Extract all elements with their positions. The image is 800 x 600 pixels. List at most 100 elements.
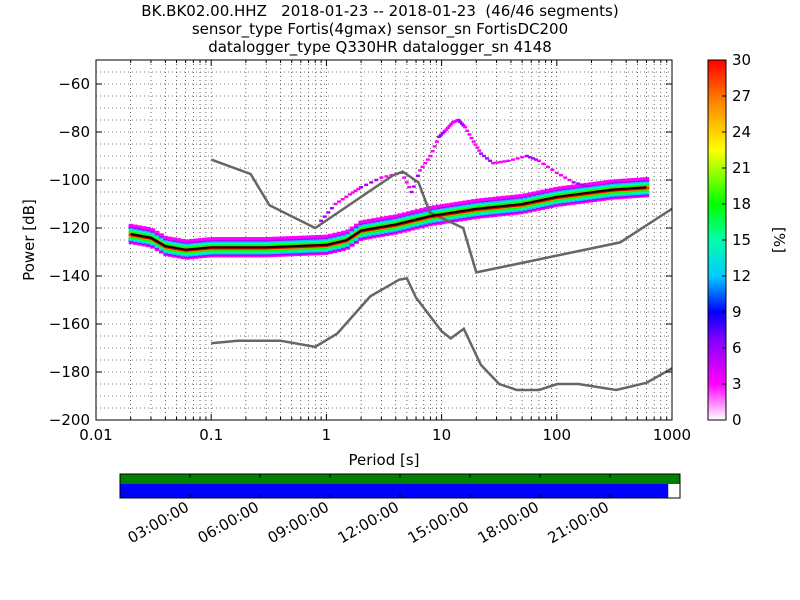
histogram-cell xyxy=(592,181,598,185)
histogram-cell xyxy=(536,190,541,194)
colorbar: 0 3 6 9 12 15 18 21 24 27 30 [%] xyxy=(707,51,788,429)
histogram-cell xyxy=(440,132,445,135)
histogram-cell xyxy=(554,171,559,174)
histogram-cell xyxy=(570,184,576,188)
mean-curve xyxy=(130,186,647,251)
histogram-cell xyxy=(254,237,260,241)
x-tick-label: 0.01 xyxy=(79,426,112,444)
histogram-cell xyxy=(444,128,449,131)
histogram-cell xyxy=(549,187,554,191)
histogram-cell xyxy=(609,179,615,183)
title-line-1: BK.BK02.00.HHZ 2018-01-23 -- 2018-01-23 … xyxy=(141,2,619,20)
timeline-tick-label: 12:00:00 xyxy=(335,498,402,547)
timeline-tick-label: 21:00:00 xyxy=(545,498,612,547)
histogram-cell xyxy=(380,216,385,220)
y-tick-label: −80 xyxy=(58,123,90,141)
histogram-cell xyxy=(430,150,435,153)
histogram-cell xyxy=(544,188,550,192)
histogram-cell xyxy=(467,133,472,136)
histogram-cell xyxy=(432,205,437,209)
noise-model-line xyxy=(210,158,672,274)
histogram-cell xyxy=(176,238,182,242)
histogram-cell xyxy=(341,230,346,234)
histogram-cell xyxy=(423,207,429,211)
histogram-cell xyxy=(319,234,325,238)
timeline-tick-label: 15:00:00 xyxy=(405,498,472,547)
colorbar-tick-label: 15 xyxy=(732,231,751,249)
histogram-cell xyxy=(414,209,420,213)
histogram-cell xyxy=(406,211,411,215)
histogram-cell xyxy=(438,133,443,137)
histogram-cell xyxy=(458,120,463,123)
histogram-cell xyxy=(596,181,602,185)
histogram-cell xyxy=(349,226,355,230)
histogram-cell xyxy=(332,232,338,236)
histogram-cell xyxy=(553,186,559,190)
x-tick-label: 1 xyxy=(322,426,332,444)
histogram-cell xyxy=(356,187,361,191)
colorbar-tick-label: 24 xyxy=(732,123,751,141)
y-tick-label: −200 xyxy=(49,411,90,429)
histogram-cell xyxy=(475,146,480,149)
histogram-cell xyxy=(484,197,489,201)
histogram-cell xyxy=(306,235,312,239)
histogram-cell xyxy=(369,181,374,184)
y-tick-label: −160 xyxy=(49,315,90,333)
histogram-cell xyxy=(533,158,538,161)
histogram-cell xyxy=(419,208,424,212)
histogram-cell xyxy=(479,152,484,155)
histogram-cell xyxy=(432,145,437,148)
histogram-cell xyxy=(498,160,503,164)
histogram-cell xyxy=(237,237,242,241)
histogram-cell xyxy=(449,123,454,126)
histogram-cell xyxy=(280,236,286,240)
histogram-cell xyxy=(465,129,470,132)
histogram-cell xyxy=(163,235,169,239)
histogram-cell xyxy=(150,228,156,232)
histogram-cell xyxy=(518,194,524,198)
colorbar-tick-label: 27 xyxy=(732,87,751,105)
colorbar-tick-label: 30 xyxy=(732,51,751,69)
histogram-cell xyxy=(347,193,352,196)
histogram-cell xyxy=(482,154,487,158)
histogram-cell xyxy=(336,231,342,235)
histogram-cell xyxy=(362,219,368,223)
histogram-cell xyxy=(267,236,273,240)
histogram-cell xyxy=(293,235,299,239)
histogram-cell xyxy=(180,238,186,242)
histogram-cell xyxy=(527,156,532,159)
x-tick-label: 100 xyxy=(542,426,571,444)
histogram-cell xyxy=(566,185,572,189)
histogram-cell xyxy=(289,236,294,240)
y-tick-label: −100 xyxy=(49,171,90,189)
y-tick-label: −60 xyxy=(58,75,90,93)
histogram-cell xyxy=(585,184,590,188)
noise-model-line xyxy=(211,277,672,392)
histogram-cell xyxy=(374,178,379,182)
timeline-tick-label: 06:00:00 xyxy=(195,498,262,547)
histogram-cell xyxy=(271,236,277,240)
colorbar-tick-label: 9 xyxy=(732,303,742,321)
x-tick-label: 10 xyxy=(432,426,451,444)
histogram-cell xyxy=(506,159,511,162)
histogram-cell xyxy=(401,212,407,216)
histogram-cell xyxy=(614,179,619,183)
histogram-cell xyxy=(492,196,498,200)
histogram-cell xyxy=(473,143,478,146)
histogram-cell xyxy=(445,203,450,207)
colorbar-tick-label: 6 xyxy=(732,339,742,357)
histogram-cell xyxy=(485,157,490,160)
histogram-cell xyxy=(497,196,502,200)
histogram-cell xyxy=(514,194,520,198)
histogram-cell xyxy=(580,183,585,186)
histogram-cell xyxy=(449,202,455,206)
x-tick-label: 0.1 xyxy=(199,426,223,444)
histogram-cell xyxy=(315,235,320,239)
histogram-cell xyxy=(425,158,430,161)
histogram-cell xyxy=(211,237,216,241)
histogram-cell xyxy=(250,237,255,241)
histogram-cell xyxy=(456,118,461,122)
histogram-cell xyxy=(245,237,251,241)
histogram-cell xyxy=(501,195,507,199)
histogram-cell xyxy=(524,154,529,158)
